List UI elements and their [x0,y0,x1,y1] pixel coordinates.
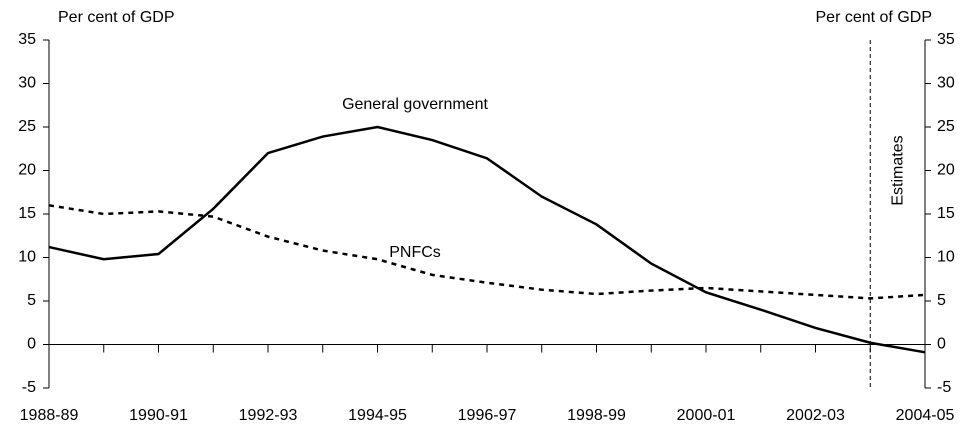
series-label: PNFCs [389,244,441,261]
y-tick-label: 5 [27,292,36,309]
y2-tick-label: 30 [937,75,955,92]
y2-tick-label: 25 [937,118,955,135]
y-axis-label: Per cent of GDP [58,9,175,26]
x-tick-label: 1996-97 [458,407,517,424]
y2-tick-label: 35 [937,31,955,48]
y2-tick-label: 15 [937,205,955,222]
y-tick-label: 35 [18,31,36,48]
series-line [48,125,926,354]
y2-tick-label: -5 [937,379,951,396]
x-tick-label: 1990-91 [129,407,188,424]
y-tick-label: -5 [22,379,36,396]
y2-tick-label: 10 [937,249,955,266]
x-tick-label: 2002-03 [786,407,845,424]
x-tick-label: 2000-01 [677,407,736,424]
series-line [48,204,926,300]
x-tick-label: 2004-05 [896,407,955,424]
y-tick-label: 25 [18,118,36,135]
y2-axis-label: Per cent of GDP [816,9,933,26]
estimates-label: Estimates [889,135,906,205]
y-tick-label: 20 [18,162,36,179]
y2-tick-label: 5 [937,292,946,309]
x-tick-label: 1992-93 [239,407,298,424]
x-tick-label: 1998-99 [567,407,626,424]
series-label: General government [342,96,488,113]
x-tick-label: 1988-89 [20,407,79,424]
y2-tick-label: 0 [937,336,946,353]
x-tick-label: 1994-95 [348,407,407,424]
y-tick-label: 15 [18,205,36,222]
y-tick-label: 10 [18,249,36,266]
y-tick-label: 30 [18,75,36,92]
y2-tick-label: 20 [937,162,955,179]
y-tick-label: 0 [27,336,36,353]
